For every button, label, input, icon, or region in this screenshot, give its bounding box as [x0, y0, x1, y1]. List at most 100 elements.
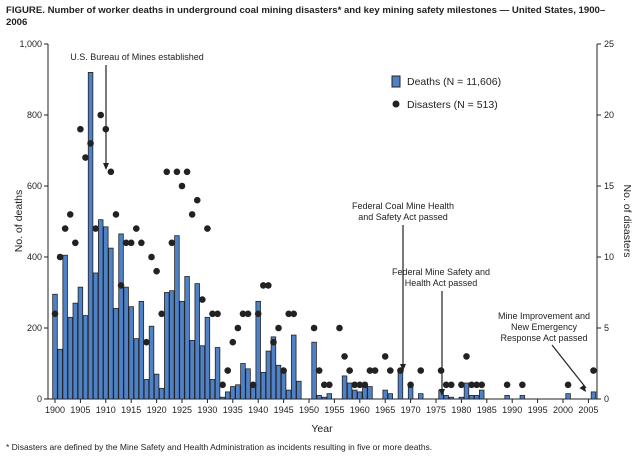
death-bar — [341, 375, 348, 400]
death-bar — [255, 300, 261, 400]
x-tick-label: 1900 — [45, 405, 65, 415]
disaster-dot — [173, 168, 181, 176]
disaster-dot — [132, 225, 140, 232]
death-bar — [367, 386, 373, 400]
disaster-dot — [458, 381, 465, 389]
x-tick-label: 1905 — [70, 405, 90, 415]
disaster-dot — [473, 381, 480, 389]
arrowhead-icon — [439, 389, 445, 396]
death-bar — [103, 226, 109, 400]
y-tick-label: 1,000 — [19, 39, 42, 49]
death-bar — [67, 316, 73, 400]
death-bar — [87, 72, 94, 400]
arrowhead-icon — [400, 364, 406, 371]
death-bar — [143, 379, 150, 400]
death-bar — [468, 395, 475, 400]
disaster-dot — [92, 225, 99, 232]
x-axis-label: Year — [311, 423, 333, 435]
disaster-dot — [437, 367, 445, 374]
disaster-dot — [254, 310, 262, 318]
death-bar — [184, 276, 190, 400]
x-tick-label: 1995 — [528, 405, 548, 415]
death-bar — [473, 395, 480, 400]
death-bar — [265, 350, 272, 400]
y2-tick-label: 5 — [604, 323, 609, 333]
death-bar — [204, 316, 211, 400]
disaster-dot — [168, 239, 176, 247]
y2-tick-label: 0 — [604, 394, 609, 404]
death-bar — [346, 382, 353, 400]
death-bar — [504, 395, 510, 400]
annotation-text: Federal Coal Mine Health — [352, 201, 454, 211]
death-bar — [311, 341, 317, 400]
death-bar — [98, 219, 104, 400]
disaster-dot — [122, 239, 130, 247]
x-tick-label: 1945 — [274, 405, 294, 415]
disaster-dot — [285, 310, 292, 318]
y-axis-label: No. of deaths — [13, 190, 25, 252]
disaster-dot — [244, 310, 252, 318]
death-bar — [52, 293, 58, 400]
death-bar — [479, 389, 485, 400]
disaster-dot — [239, 310, 247, 318]
disaster-dot — [214, 310, 221, 318]
death-bar — [72, 302, 79, 400]
annotation-text: and Safety Act passed — [358, 212, 448, 222]
disaster-dot — [371, 367, 379, 374]
y2-tick-label: 10 — [604, 252, 614, 262]
death-bar — [260, 371, 266, 400]
x-tick-label: 1980 — [451, 405, 471, 415]
x-tick-label: 1910 — [96, 405, 116, 415]
disaster-dot — [82, 154, 89, 161]
disaster-dot — [468, 381, 475, 389]
death-bar — [565, 393, 571, 400]
disaster-dot — [590, 367, 597, 374]
death-bar — [397, 370, 404, 400]
annotation-text: Health Act passed — [405, 278, 478, 288]
disaster-dot — [442, 381, 450, 389]
death-bar — [219, 396, 226, 400]
disaster-dot — [234, 324, 242, 332]
disaster-dot — [397, 367, 404, 374]
disaster-dot — [117, 282, 125, 289]
disaster-dot — [224, 367, 232, 374]
death-bar — [296, 380, 302, 400]
disaster-dot — [564, 381, 572, 389]
disaster-dot — [72, 239, 79, 247]
death-bar — [123, 286, 129, 400]
death-bar — [291, 334, 297, 400]
death-bar — [316, 395, 322, 400]
annotation-text: New Emergency — [511, 322, 578, 332]
y2-tick-label: 20 — [604, 110, 614, 120]
death-bar — [158, 387, 165, 400]
disaster-dot — [463, 353, 470, 360]
x-tick-label: 1990 — [502, 405, 522, 415]
death-bar — [138, 300, 145, 400]
x-tick-label: 1965 — [375, 405, 395, 415]
arrowhead-icon — [103, 163, 109, 170]
disaster-dot — [138, 239, 145, 247]
disaster-dot — [386, 367, 394, 374]
death-bar — [179, 300, 185, 400]
disaster-dot — [259, 282, 267, 289]
disaster-dot — [346, 367, 353, 374]
death-bar — [590, 391, 597, 400]
death-bar — [235, 384, 241, 400]
death-bar — [209, 379, 216, 400]
x-tick-label: 1930 — [197, 405, 217, 415]
x-tick-label: 2000 — [553, 405, 573, 415]
disaster-dot — [275, 324, 282, 332]
arrowhead-icon — [579, 384, 586, 392]
death-bar — [169, 290, 175, 400]
legend-deaths-label: Deaths (N = 11,606) — [407, 76, 501, 88]
death-bar — [240, 363, 246, 400]
disaster-dot — [519, 381, 526, 389]
disaster-dot — [112, 211, 120, 218]
disaster-dot — [87, 140, 94, 147]
death-bar — [92, 272, 99, 400]
death-bar — [270, 336, 277, 400]
death-bar — [285, 389, 292, 400]
x-tick-label: 2005 — [578, 405, 598, 415]
disaster-dot — [127, 239, 135, 247]
disaster-dot — [51, 310, 59, 318]
